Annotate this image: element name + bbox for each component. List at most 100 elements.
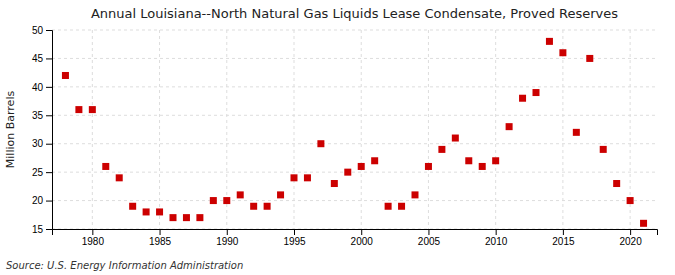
x-tick-mark	[361, 229, 362, 235]
point	[533, 89, 540, 96]
x-tick-mark	[630, 229, 631, 235]
point	[412, 191, 419, 198]
point	[425, 163, 432, 170]
point	[465, 157, 472, 164]
x-tick-mark	[227, 229, 228, 235]
y-tick-mark	[46, 87, 52, 88]
x-tick: 2005	[418, 229, 441, 247]
x-tick-label: 2015	[552, 236, 575, 247]
point	[250, 203, 257, 210]
y-tick-mark	[46, 115, 52, 116]
x-axis-line	[53, 230, 658, 236]
y-tick-label: 20	[32, 195, 44, 206]
point	[170, 214, 177, 221]
point	[129, 203, 136, 210]
x-grid-line	[428, 30, 429, 229]
point	[492, 157, 499, 164]
x-grid-line	[92, 30, 93, 229]
y-tick: 45	[32, 53, 52, 64]
y-tick: 20	[32, 195, 52, 206]
y-tick-label: 45	[32, 53, 44, 64]
plot-area: 1980 1985 1990 1995 2000 2005 2010 2015 2020 15 20…	[32, 25, 658, 247]
point	[573, 129, 580, 136]
x-tick-mark	[563, 229, 564, 235]
y-tick-label: 35	[32, 110, 44, 121]
title: Annual Louisiana--North Natural Gas Liqu…	[91, 6, 618, 21]
point	[559, 49, 566, 56]
y-tick-label: 40	[32, 82, 44, 93]
x-tick-label: 2010	[485, 236, 508, 247]
x-tick-label: 2005	[418, 236, 441, 247]
point	[385, 203, 392, 210]
point	[196, 214, 203, 221]
y-grid-line	[52, 30, 657, 31]
point	[156, 208, 163, 215]
point	[210, 197, 217, 204]
x-grid-line	[562, 30, 563, 229]
x-tick: 1980	[82, 229, 105, 247]
point	[438, 146, 445, 153]
point	[506, 123, 513, 130]
x-tick: 1995	[283, 229, 306, 247]
y-tick: 30	[32, 138, 52, 149]
point	[627, 197, 634, 204]
y-tick-mark	[46, 229, 52, 230]
point	[237, 191, 244, 198]
x-tick: 1990	[216, 229, 239, 247]
y-tick: 35	[32, 110, 52, 121]
x-tick-label: 1990	[216, 236, 239, 247]
y-grid-line	[52, 115, 657, 116]
point	[358, 163, 365, 170]
y-tick-mark	[46, 30, 52, 31]
x-tick-label: 2000	[351, 236, 374, 247]
y-tick-mark	[46, 172, 52, 173]
y-tick-mark	[46, 58, 52, 59]
source: Source: U.S. Energy Information Administ…	[6, 260, 243, 271]
y-tick-label: 30	[32, 138, 44, 149]
x-tick-mark	[92, 229, 93, 235]
y-grid-line	[52, 58, 657, 59]
x-tick: 1985	[149, 229, 172, 247]
point	[613, 180, 620, 187]
x-tick-mark	[428, 229, 429, 235]
y-grid-line	[52, 200, 657, 201]
y-tick: 15	[32, 224, 52, 235]
x-tick: 2020	[619, 229, 642, 247]
point	[75, 106, 82, 113]
y-grid-line	[52, 143, 657, 144]
y-tick-mark	[46, 201, 52, 202]
point	[479, 163, 486, 170]
y-axis-line	[46, 31, 53, 230]
x-tick-mark	[294, 229, 295, 235]
point	[586, 55, 593, 62]
x-axis: 1980 1985 1990 1995 2000 2005 2010 2015 2020	[53, 229, 658, 247]
point	[317, 140, 324, 147]
y-grid-line	[52, 86, 657, 87]
point	[291, 174, 298, 181]
x-grid-line	[361, 30, 362, 229]
x-tick: 2015	[552, 229, 575, 247]
y-tick: 40	[32, 82, 52, 93]
point	[223, 197, 230, 204]
y-tick-label: 50	[32, 25, 44, 36]
grid	[52, 30, 657, 229]
x-tick-label: 2020	[619, 236, 642, 247]
x-tick-mark	[160, 229, 161, 235]
point	[600, 146, 607, 153]
y-grid-line	[52, 172, 657, 173]
x-tick-label: 1980	[82, 236, 105, 247]
point	[304, 174, 311, 181]
points	[62, 38, 647, 227]
y-axis: 1520253035404550	[32, 25, 53, 235]
point	[183, 214, 190, 221]
point	[116, 174, 123, 181]
point	[264, 203, 271, 210]
x-grid-line	[495, 30, 496, 229]
point	[546, 38, 553, 45]
x-tick-label: 1985	[149, 236, 172, 247]
point	[452, 135, 459, 142]
x-tick: 2000	[351, 229, 374, 247]
point	[344, 169, 351, 176]
x-grid-line	[294, 30, 295, 229]
point	[143, 208, 150, 215]
